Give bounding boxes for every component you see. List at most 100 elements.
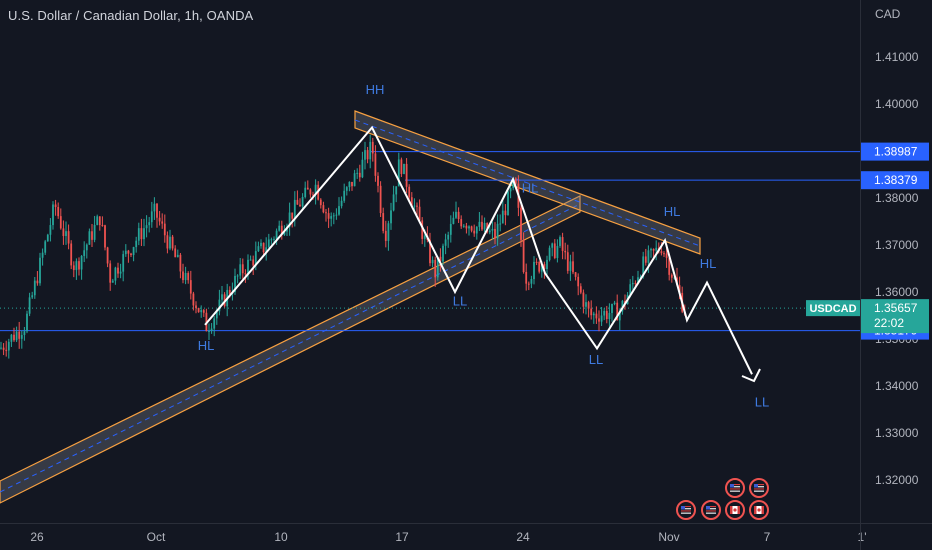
x-tick-label: Oct [147, 530, 166, 544]
candle-body [327, 213, 330, 219]
candle-body [62, 228, 65, 237]
candle-body [114, 267, 117, 281]
candle-body [200, 310, 203, 313]
candle-body [221, 294, 223, 300]
candle-body [15, 331, 18, 341]
price-tag [861, 142, 929, 161]
candle-body [332, 215, 335, 217]
candle-body [122, 254, 125, 272]
flag-band [761, 506, 764, 514]
candle-body [335, 214, 338, 216]
candle-body [356, 172, 359, 174]
candle-body [280, 225, 283, 235]
candle-body [293, 199, 296, 219]
candle-body [387, 223, 390, 241]
candle-body [447, 234, 450, 240]
x-tick-label: 24 [516, 530, 530, 544]
candle-body [600, 315, 603, 322]
flag-stripe [681, 510, 691, 512]
annotation-label: LL [453, 293, 467, 308]
candle-body [262, 242, 265, 253]
candle-body [111, 280, 114, 283]
x-tick-label: Nov [658, 530, 679, 544]
candle-body [304, 187, 307, 197]
annotation-label: LL [755, 394, 769, 409]
candle-body [644, 256, 647, 263]
candle-body [520, 207, 522, 240]
candle-body [468, 226, 470, 229]
candle-body [257, 246, 260, 252]
candle-body [319, 199, 322, 206]
annotation-label: HH [366, 82, 385, 97]
candle-body [569, 261, 572, 271]
candle-body [145, 225, 148, 229]
candle-body [574, 272, 577, 277]
candle-body [104, 225, 106, 248]
candle-body [509, 188, 512, 192]
candle-body [5, 349, 8, 351]
candle-body [494, 228, 496, 239]
candle-body [283, 231, 286, 235]
candle-body [93, 224, 96, 240]
candle-body [605, 310, 608, 320]
candle-body [449, 223, 452, 235]
zigzag-path [204, 125, 753, 375]
candle-body [423, 235, 426, 239]
annotation-label: LL [589, 352, 603, 367]
candle-body [546, 259, 548, 269]
price-axis: 1.410001.400001.390001.380001.370001.360… [875, 50, 919, 487]
symbol-tag [806, 300, 860, 317]
candle-body [579, 286, 582, 293]
candle-body [184, 273, 187, 281]
candle-body [163, 223, 166, 236]
candle-body [572, 261, 574, 273]
candle-body [491, 228, 494, 231]
candle-body [119, 271, 122, 274]
y-tick-label: 1.40000 [875, 97, 919, 111]
annotation-label: HL [522, 181, 539, 196]
candle-body [371, 141, 374, 154]
candle-body [23, 331, 26, 336]
candle-body [106, 247, 109, 264]
candle-body [660, 251, 663, 254]
candle-body [132, 247, 135, 256]
candle-body [390, 210, 392, 224]
candle-body [364, 150, 366, 160]
y-tick-label: 1.34000 [875, 379, 919, 393]
candle-body [241, 264, 244, 274]
candle-body [13, 334, 15, 341]
flag-stripe [730, 490, 740, 492]
flag-leaf [757, 508, 761, 512]
candle-body [613, 302, 616, 304]
candle-body [33, 280, 36, 296]
candle-body [210, 328, 213, 331]
candle-body [551, 243, 554, 248]
candle-body [85, 244, 88, 251]
candle-body [49, 225, 52, 235]
candle-body [31, 295, 34, 298]
candle-body [343, 190, 346, 201]
candle-body [455, 211, 457, 218]
flag-leaf [733, 508, 737, 512]
candle-body [275, 230, 278, 239]
candle-body [504, 210, 507, 216]
flag-stripe [730, 484, 740, 486]
symbol-tag-label: USDCAD [809, 303, 856, 315]
candle-body [582, 292, 585, 307]
candle-body [78, 261, 80, 270]
y-tick-label: 1.32000 [875, 473, 919, 487]
candle-body [431, 259, 434, 264]
candle-body [91, 231, 93, 240]
candle-body [392, 194, 395, 211]
candle-body [314, 184, 317, 195]
candle-body [637, 277, 639, 284]
candle-body [322, 205, 325, 213]
candle-body [470, 226, 473, 231]
candle-body [631, 282, 634, 285]
candle-body [413, 205, 416, 207]
candle-body [195, 305, 197, 309]
candle-body [140, 228, 143, 240]
candle-body [44, 241, 47, 253]
candle-body [379, 185, 382, 214]
